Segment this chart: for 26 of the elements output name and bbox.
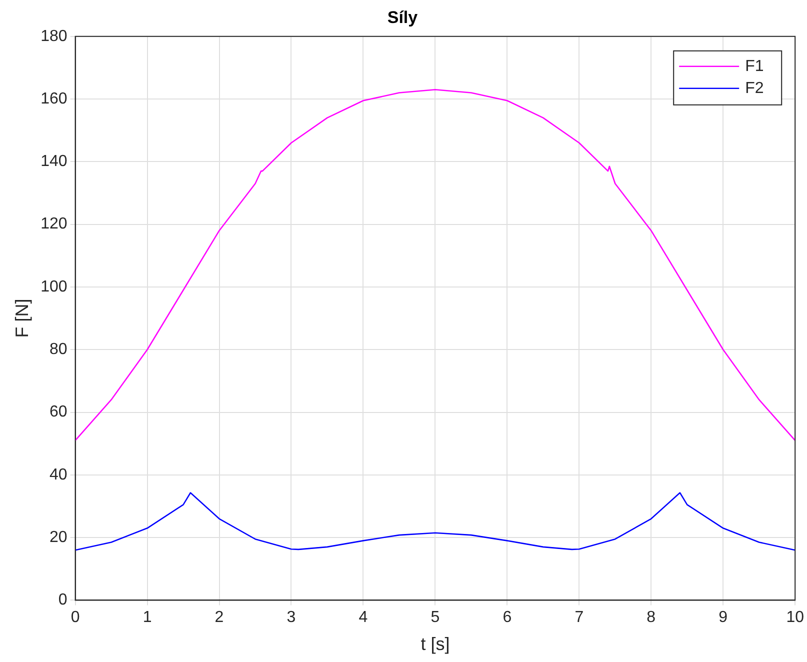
x-tick-label: 1 <box>142 609 152 626</box>
x-axis-title: t [s] <box>420 634 450 654</box>
y-tick-label: 40 <box>50 466 68 484</box>
y-axis-title: F [N] <box>12 298 32 338</box>
chart-title: Síly <box>387 8 418 27</box>
x-tick-label: 0 <box>70 609 80 626</box>
y-tick-label: 160 <box>40 90 68 108</box>
x-tick-label: 5 <box>430 609 440 626</box>
x-tick-label: 2 <box>214 609 224 626</box>
y-tick-label: 100 <box>40 278 68 296</box>
y-tick-label: 0 <box>58 592 68 609</box>
x-tick-label: 8 <box>646 609 656 626</box>
x-tick-label: 3 <box>286 609 296 626</box>
x-tick-label: 6 <box>502 609 512 626</box>
legend-label: F2 <box>745 80 764 97</box>
y-tick-label: 120 <box>40 216 68 233</box>
y-tick-label: 60 <box>50 404 68 421</box>
x-tick-label: 10 <box>786 609 804 626</box>
y-tick-label: 180 <box>40 28 68 45</box>
x-tick-label: 4 <box>358 609 368 626</box>
x-tick-label: 7 <box>574 609 584 626</box>
y-tick-label: 80 <box>50 341 68 358</box>
y-tick-label: 20 <box>50 528 68 546</box>
y-tick-label: 140 <box>40 153 68 170</box>
legend-label: F1 <box>745 58 764 75</box>
x-tick-label: 9 <box>718 609 728 626</box>
